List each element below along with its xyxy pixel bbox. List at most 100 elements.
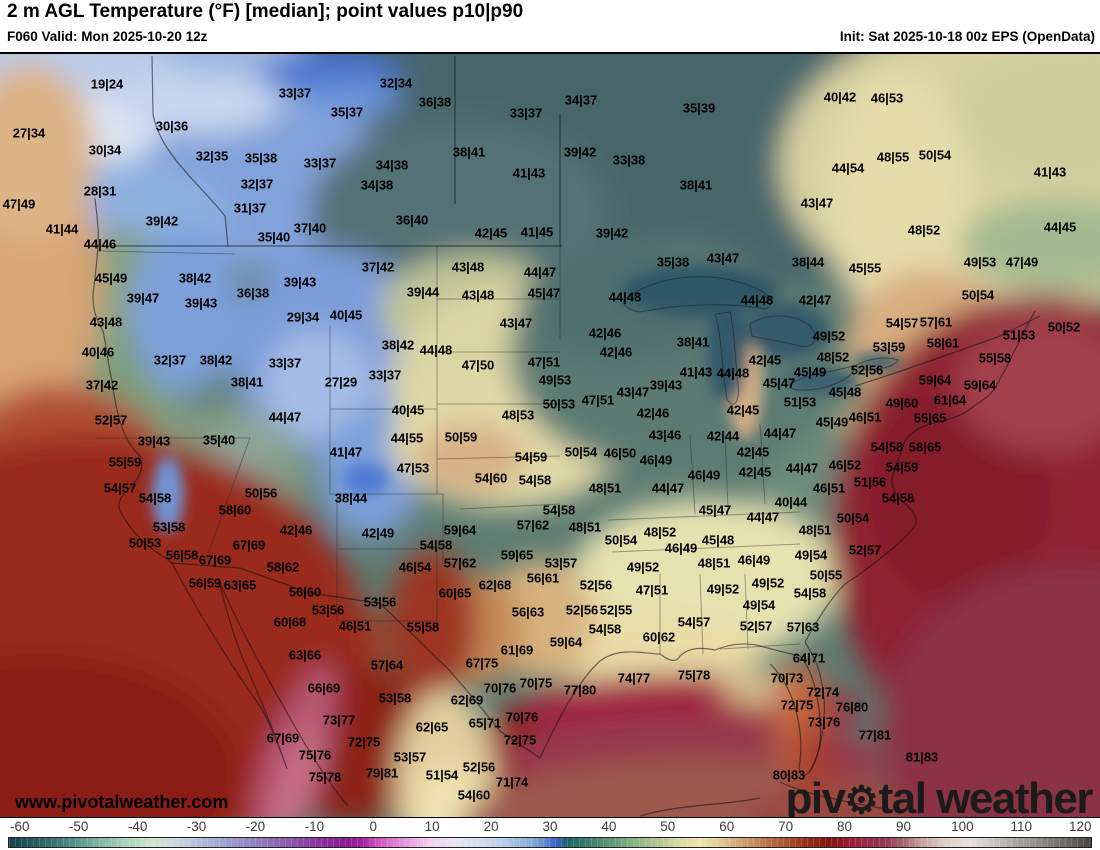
point-value: 39|43 xyxy=(649,377,683,393)
point-value: 76|80 xyxy=(835,699,869,715)
point-value: 54|58 xyxy=(419,537,453,553)
point-value: 60|65 xyxy=(438,585,472,601)
point-value: 54|58 xyxy=(138,490,172,506)
point-value: 32|37 xyxy=(153,352,187,368)
point-value: 40|45 xyxy=(329,307,363,323)
point-value: 37|42 xyxy=(361,259,395,275)
point-value: 75|76 xyxy=(298,747,332,763)
point-value: 43|47 xyxy=(800,195,834,211)
point-value: 39|43 xyxy=(283,274,317,290)
point-value: 38|42 xyxy=(199,352,233,368)
point-value: 44|47 xyxy=(523,264,557,280)
point-value: 44|45 xyxy=(1043,219,1077,235)
colorbar-tick-label: -40 xyxy=(127,819,148,834)
point-value: 38|42 xyxy=(178,270,212,286)
point-value: 44|54 xyxy=(831,160,865,176)
valid-time: F060 Valid: Mon 2025-10-20 12z xyxy=(7,29,208,44)
point-value: 56|63 xyxy=(511,604,545,620)
point-value: 47|49 xyxy=(1005,254,1039,270)
point-value: 35|38 xyxy=(656,254,690,270)
state-borders xyxy=(96,246,801,655)
point-value: 41|43 xyxy=(1033,164,1067,180)
point-value: 42|46 xyxy=(279,522,313,538)
point-value: 43|47 xyxy=(499,315,533,331)
point-value: 53|57 xyxy=(544,555,578,571)
point-value: 59|65 xyxy=(500,547,534,563)
point-value: 49|52 xyxy=(706,581,740,597)
point-value: 45|49 xyxy=(815,414,849,430)
point-value: 42|44 xyxy=(706,428,740,444)
point-value: 44|48 xyxy=(740,292,774,308)
point-value: 59|64 xyxy=(549,634,583,650)
point-value: 30|36 xyxy=(155,118,189,134)
colorbar-tick-label: 30 xyxy=(542,819,558,834)
point-value: 43|48 xyxy=(461,287,495,303)
pivotal-weather-logo: piv⚙tal weather xyxy=(785,777,1093,818)
colorbar-tick-label: -10 xyxy=(304,819,325,834)
point-value: 44|47 xyxy=(651,480,685,496)
point-layer: 19|24 33|37 32|34 36|38 34|37 35|39 35|37 33|37… xyxy=(0,54,1100,817)
point-value: 42|45 xyxy=(748,352,782,368)
point-value: 40|42 xyxy=(823,89,857,105)
point-value: 27|29 xyxy=(324,374,358,390)
point-value: 48|51 xyxy=(588,480,622,496)
point-value: 45|47 xyxy=(527,285,561,301)
point-value: 58|65 xyxy=(908,439,942,455)
point-value: 60|68 xyxy=(273,614,307,630)
point-value: 77|81 xyxy=(858,727,892,743)
point-value: 38|42 xyxy=(381,337,415,353)
point-value: 55|59 xyxy=(108,454,142,470)
point-value: 38|44 xyxy=(791,254,825,270)
point-value: 81|83 xyxy=(905,749,939,765)
point-value: 45|47 xyxy=(698,502,732,518)
colorbar-tick-label: 100 xyxy=(951,819,974,834)
point-value: 53|57 xyxy=(393,749,427,765)
point-value: 45|47 xyxy=(762,375,796,391)
point-value: 46|49 xyxy=(737,552,771,568)
point-value: 39|47 xyxy=(126,290,160,306)
point-value: 54|60 xyxy=(474,470,508,486)
point-value: 44|48 xyxy=(419,342,453,358)
point-value: 44|46 xyxy=(83,236,117,252)
point-value: 53|56 xyxy=(311,602,345,618)
point-value: 49|54 xyxy=(794,547,828,563)
point-value: 49|53 xyxy=(963,254,997,270)
point-value: 35|40 xyxy=(202,432,236,448)
point-value: 47|50 xyxy=(461,357,495,373)
point-value: 53|56 xyxy=(363,594,397,610)
point-value: 48|52 xyxy=(643,524,677,540)
point-value: 75|78 xyxy=(308,769,342,785)
point-value: 54|59 xyxy=(885,459,919,475)
point-value: 50|54 xyxy=(918,147,952,163)
point-value: 48|51 xyxy=(568,519,602,535)
point-value: 42|47 xyxy=(798,292,832,308)
point-value: 73|76 xyxy=(807,714,841,730)
point-value: 50|54 xyxy=(961,287,995,303)
point-value: 54|57 xyxy=(103,480,137,496)
gear-icon: ⚙ xyxy=(844,780,879,818)
point-value: 54|58 xyxy=(881,490,915,506)
point-value: 52|56 xyxy=(462,759,496,775)
point-value: 64|71 xyxy=(792,650,826,666)
point-value: 31|37 xyxy=(233,200,267,216)
point-value: 49|53 xyxy=(538,372,572,388)
point-value: 42|46 xyxy=(636,405,670,421)
point-value: 45|49 xyxy=(793,364,827,380)
colorbar-tick-label: 60 xyxy=(719,819,735,834)
point-value: 42|45 xyxy=(474,225,508,241)
colorbar-tick-label: -50 xyxy=(68,819,89,834)
point-value: 37|40 xyxy=(293,220,327,236)
point-value: 40|45 xyxy=(391,402,425,418)
point-value: 43|46 xyxy=(648,427,682,443)
colorbar xyxy=(8,837,1092,848)
point-value: 63|65 xyxy=(223,577,257,593)
colorbar-tick-label: 80 xyxy=(837,819,853,834)
colorbar-tick-label: -60 xyxy=(10,819,30,834)
point-value: 46|49 xyxy=(687,467,721,483)
point-value: 70|75 xyxy=(519,675,553,691)
point-value: 49|52 xyxy=(751,575,785,591)
point-value: 46|50 xyxy=(603,445,637,461)
point-value: 62|69 xyxy=(450,692,484,708)
point-value: 58|61 xyxy=(926,335,960,351)
point-value: 54|59 xyxy=(514,449,548,465)
